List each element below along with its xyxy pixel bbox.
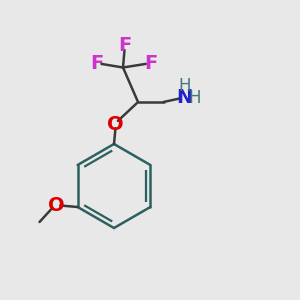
Text: H: H (178, 77, 191, 95)
Text: H: H (189, 89, 201, 107)
Text: F: F (144, 54, 157, 74)
Text: N: N (176, 88, 193, 107)
Text: O: O (48, 196, 64, 215)
Text: O: O (107, 115, 124, 134)
Text: F: F (118, 36, 131, 56)
Text: F: F (90, 54, 103, 74)
